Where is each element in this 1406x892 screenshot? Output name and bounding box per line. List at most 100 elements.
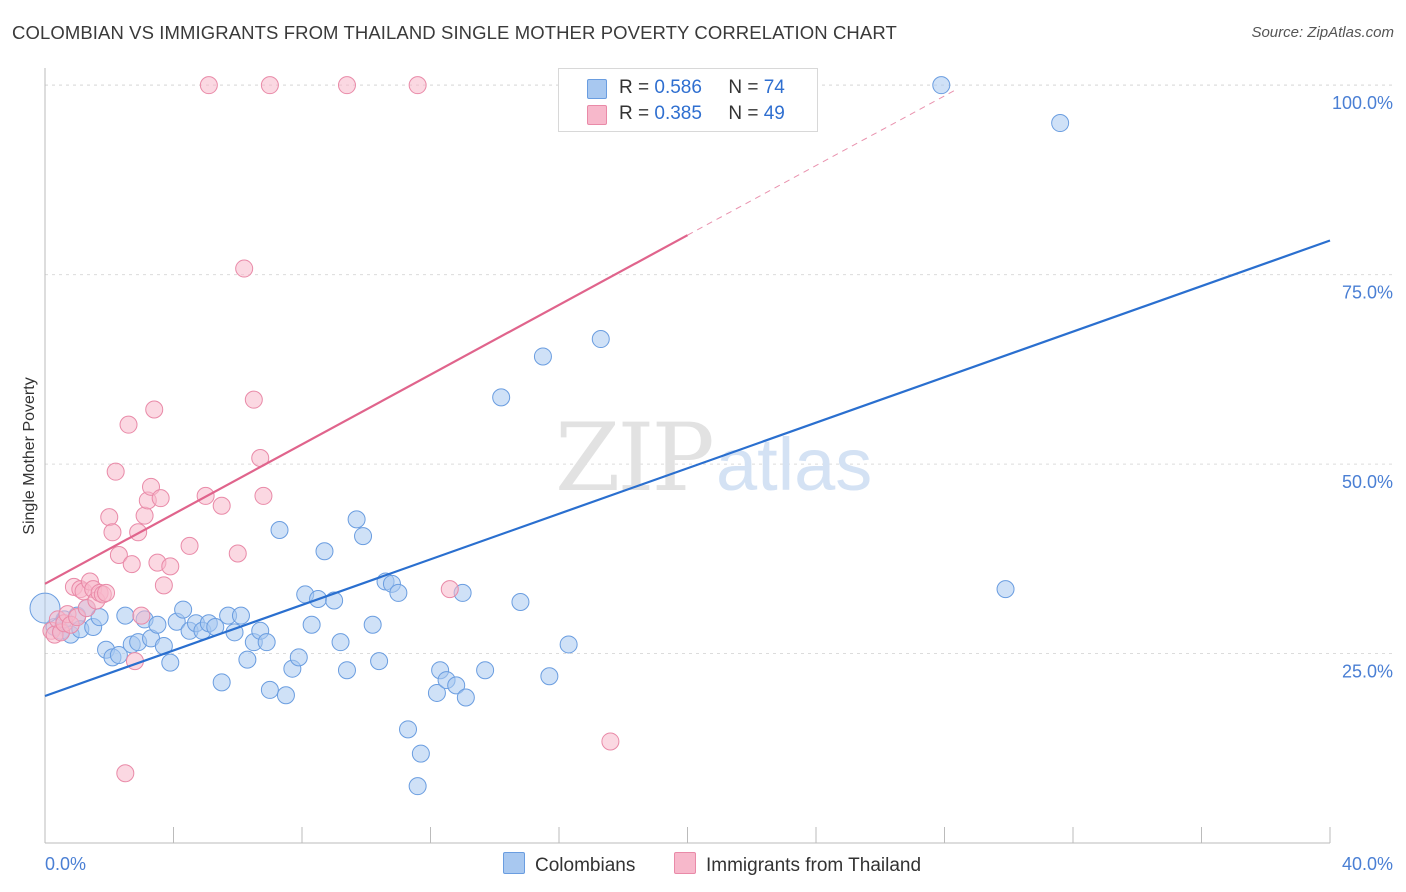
data-point	[408, 777, 427, 796]
data-point	[212, 496, 231, 515]
data-point	[440, 580, 459, 599]
data-point	[100, 508, 119, 527]
y-tick-label: 100.0%	[1332, 93, 1393, 113]
data-point	[331, 633, 350, 652]
legend-swatch-colombians	[587, 79, 607, 99]
legend-n-value: 74	[763, 77, 785, 98]
legend-r-label: R =	[619, 77, 650, 98]
data-point	[559, 635, 578, 654]
data-point	[540, 667, 559, 686]
trend-line	[44, 239, 1331, 698]
data-point	[270, 521, 289, 540]
data-point	[106, 462, 125, 481]
watermark: ZIP atlas	[555, 404, 872, 513]
data-point	[337, 661, 356, 680]
data-point	[119, 415, 138, 434]
watermark-zip: ZIP	[555, 404, 712, 513]
data-point	[511, 593, 530, 612]
data-point	[257, 633, 276, 652]
x-tick-label: 40.0%	[1342, 854, 1393, 874]
data-point	[932, 76, 951, 95]
data-point	[996, 580, 1015, 599]
data-point	[427, 683, 446, 702]
bottom-legend-colombians: Colombians	[503, 852, 635, 877]
data-point	[399, 720, 418, 739]
data-point	[254, 486, 273, 505]
data-point	[260, 76, 279, 95]
data-point	[151, 489, 170, 508]
series-colombians	[29, 76, 1070, 796]
data-point	[116, 764, 135, 783]
data-point	[135, 506, 154, 525]
legend-r-value: 0.385	[654, 103, 702, 124]
data-point	[276, 686, 295, 705]
data-point	[370, 652, 389, 671]
data-point	[325, 591, 344, 610]
watermark-atlas: atlas	[716, 423, 872, 506]
legend-n-label: N =	[728, 103, 759, 124]
data-point	[228, 544, 247, 563]
data-point	[231, 606, 250, 625]
axis-labels: 25.0% 50.0% 75.0% 100.0% 0.0% 40.0% Single Mot…	[21, 93, 1393, 874]
data-point	[601, 732, 620, 751]
bottom-legend-swatch-thailand	[674, 852, 696, 874]
data-point	[408, 76, 427, 95]
trend-line-extension	[687, 88, 958, 236]
y-axis-label: Single Mother Poverty	[21, 377, 38, 534]
source-label: Source: ZipAtlas.com	[1251, 24, 1394, 41]
data-point	[199, 76, 218, 95]
data-point	[591, 330, 610, 349]
data-point	[97, 583, 116, 602]
legend-swatch-thailand	[587, 105, 607, 125]
data-point	[161, 653, 180, 672]
legend-r-value: 0.586	[654, 77, 702, 98]
y-tick-label: 50.0%	[1342, 472, 1393, 492]
data-point	[161, 557, 180, 576]
stats-legend: R = 0.586 N = 74 R = 0.385 N = 49	[558, 68, 818, 132]
data-point	[337, 76, 356, 95]
y-tick-label: 25.0%	[1342, 662, 1393, 682]
data-point	[476, 661, 495, 680]
data-point	[212, 673, 231, 692]
chart-title: COLOMBIAN VS IMMIGRANTS FROM THAILAND SI…	[12, 22, 897, 43]
bottom-legend-label: Immigrants from Thailand	[706, 855, 922, 876]
data-point	[122, 555, 141, 574]
data-point	[315, 542, 334, 561]
legend-n-label: N =	[728, 77, 759, 98]
legend-r-label: R =	[619, 103, 650, 124]
data-point	[132, 606, 151, 625]
data-point	[103, 523, 122, 542]
bottom-legend-thailand: Immigrants from Thailand	[674, 852, 921, 877]
data-point	[533, 347, 552, 366]
bottom-legend-label: Colombians	[535, 855, 636, 876]
gridlines	[45, 84, 1395, 655]
data-point	[244, 390, 263, 409]
data-point	[116, 606, 135, 625]
data-point	[456, 688, 475, 707]
trend-line	[44, 234, 689, 585]
data-point	[492, 388, 511, 407]
data-point	[447, 676, 466, 695]
y-tick-label: 75.0%	[1342, 283, 1393, 303]
series-thailand	[42, 76, 620, 783]
trend-lines	[44, 88, 1331, 698]
data-point	[235, 259, 254, 278]
data-point	[260, 680, 279, 699]
data-point	[109, 646, 128, 665]
x-tick-label: 0.0%	[45, 854, 86, 874]
data-point	[389, 583, 408, 602]
bottom-legend-swatch-colombians	[503, 852, 525, 874]
data-point	[302, 615, 321, 634]
data-point	[145, 400, 164, 419]
data-point	[180, 536, 199, 555]
data-point	[238, 650, 257, 669]
data-point	[363, 615, 382, 634]
data-point	[174, 600, 193, 619]
data-point	[347, 510, 366, 529]
data-point	[154, 576, 173, 595]
legend-n-value: 49	[763, 103, 785, 124]
data-point	[411, 744, 430, 763]
data-point	[109, 546, 128, 565]
data-point	[1051, 114, 1070, 133]
